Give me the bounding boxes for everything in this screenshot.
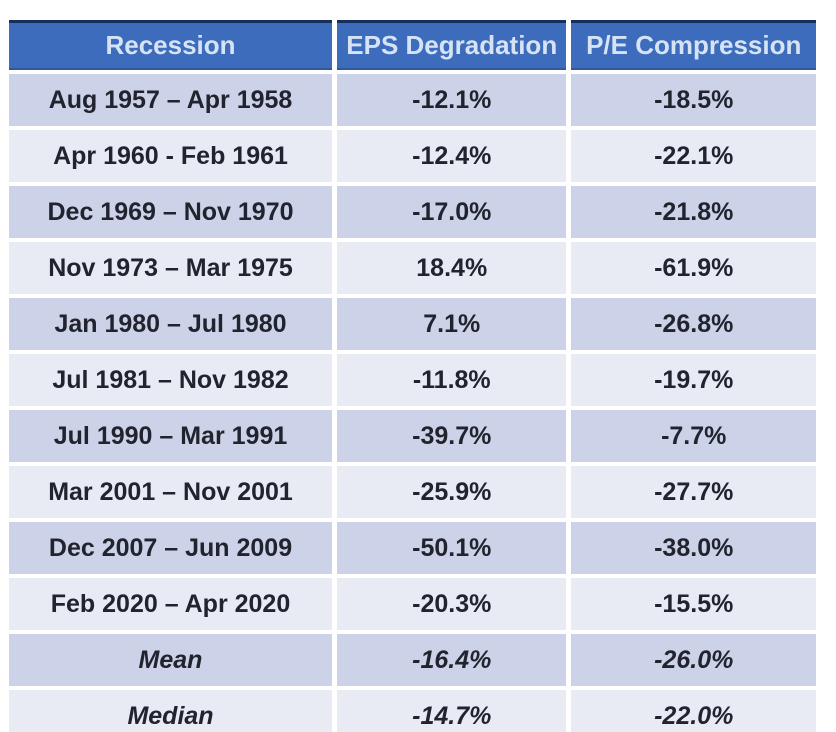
pe-compression-cell: -7.7% bbox=[571, 410, 816, 462]
eps-degradation-cell: -39.7% bbox=[337, 410, 567, 462]
pe-compression-cell: -22.1% bbox=[571, 130, 816, 182]
eps-degradation-cell: -25.9% bbox=[337, 466, 567, 518]
eps-degradation-cell: -20.3% bbox=[337, 578, 567, 630]
pe-compression-cell: -15.5% bbox=[571, 578, 816, 630]
recession-period-cell: Mar 2001 – Nov 2001 bbox=[9, 466, 333, 518]
recession-period-cell: Dec 1969 – Nov 1970 bbox=[9, 186, 333, 238]
table-row: Nov 1973 – Mar 1975 18.4% -61.9% bbox=[9, 242, 816, 294]
eps-degradation-cell: -12.4% bbox=[337, 130, 567, 182]
pe-compression-cell: -27.7% bbox=[571, 466, 816, 518]
table-row: Aug 1957 – Apr 1958 -12.1% -18.5% bbox=[9, 74, 816, 126]
pe-compression-cell: -21.8% bbox=[571, 186, 816, 238]
eps-degradation-cell: -16.4% bbox=[337, 634, 567, 686]
pe-compression-cell: -38.0% bbox=[571, 522, 816, 574]
recession-period-cell: Mean bbox=[9, 634, 333, 686]
eps-degradation-cell: -11.8% bbox=[337, 354, 567, 406]
eps-degradation-cell: -12.1% bbox=[337, 74, 567, 126]
table-row: Mar 2001 – Nov 2001 -25.9% -27.7% bbox=[9, 466, 816, 518]
pe-compression-cell: -26.8% bbox=[571, 298, 816, 350]
column-header-eps-degradation: EPS Degradation bbox=[337, 20, 567, 70]
recession-period-cell: Dec 2007 – Jun 2009 bbox=[9, 522, 333, 574]
recession-table: Recession EPS Degradation P/E Compressio… bbox=[4, 16, 821, 732]
recession-period-cell: Jul 1981 – Nov 1982 bbox=[9, 354, 333, 406]
recession-period-cell: Apr 1960 - Feb 1961 bbox=[9, 130, 333, 182]
table-row: Median -14.7% -22.0% bbox=[9, 690, 816, 732]
table-row: Mean -16.4% -26.0% bbox=[9, 634, 816, 686]
eps-degradation-cell: -14.7% bbox=[337, 690, 567, 732]
pe-compression-cell: -26.0% bbox=[571, 634, 816, 686]
table-row: Apr 1960 - Feb 1961 -12.4% -22.1% bbox=[9, 130, 816, 182]
pe-compression-cell: -19.7% bbox=[571, 354, 816, 406]
table-body: Aug 1957 – Apr 1958 -12.1% -18.5% Apr 19… bbox=[9, 74, 816, 732]
pe-compression-cell: -22.0% bbox=[571, 690, 816, 732]
table-row: Dec 2007 – Jun 2009 -50.1% -38.0% bbox=[9, 522, 816, 574]
eps-degradation-cell: -50.1% bbox=[337, 522, 567, 574]
column-header-recession: Recession bbox=[9, 20, 333, 70]
eps-degradation-cell: -17.0% bbox=[337, 186, 567, 238]
recession-period-cell: Median bbox=[9, 690, 333, 732]
recession-period-cell: Nov 1973 – Mar 1975 bbox=[9, 242, 333, 294]
recession-period-cell: Jul 1990 – Mar 1991 bbox=[9, 410, 333, 462]
table-row: Jan 1980 – Jul 1980 7.1% -26.8% bbox=[9, 298, 816, 350]
pe-compression-cell: -61.9% bbox=[571, 242, 816, 294]
eps-degradation-cell: 18.4% bbox=[337, 242, 567, 294]
header-row: Recession EPS Degradation P/E Compressio… bbox=[9, 20, 816, 70]
table-row: Jul 1990 – Mar 1991 -39.7% -7.7% bbox=[9, 410, 816, 462]
table-row: Dec 1969 – Nov 1970 -17.0% -21.8% bbox=[9, 186, 816, 238]
table-row: Feb 2020 – Apr 2020 -20.3% -15.5% bbox=[9, 578, 816, 630]
recession-period-cell: Feb 2020 – Apr 2020 bbox=[9, 578, 333, 630]
pe-compression-cell: -18.5% bbox=[571, 74, 816, 126]
column-header-pe-compression: P/E Compression bbox=[571, 20, 816, 70]
table-row: Jul 1981 – Nov 1982 -11.8% -19.7% bbox=[9, 354, 816, 406]
eps-degradation-cell: 7.1% bbox=[337, 298, 567, 350]
recession-period-cell: Aug 1957 – Apr 1958 bbox=[9, 74, 333, 126]
recession-period-cell: Jan 1980 – Jul 1980 bbox=[9, 298, 333, 350]
